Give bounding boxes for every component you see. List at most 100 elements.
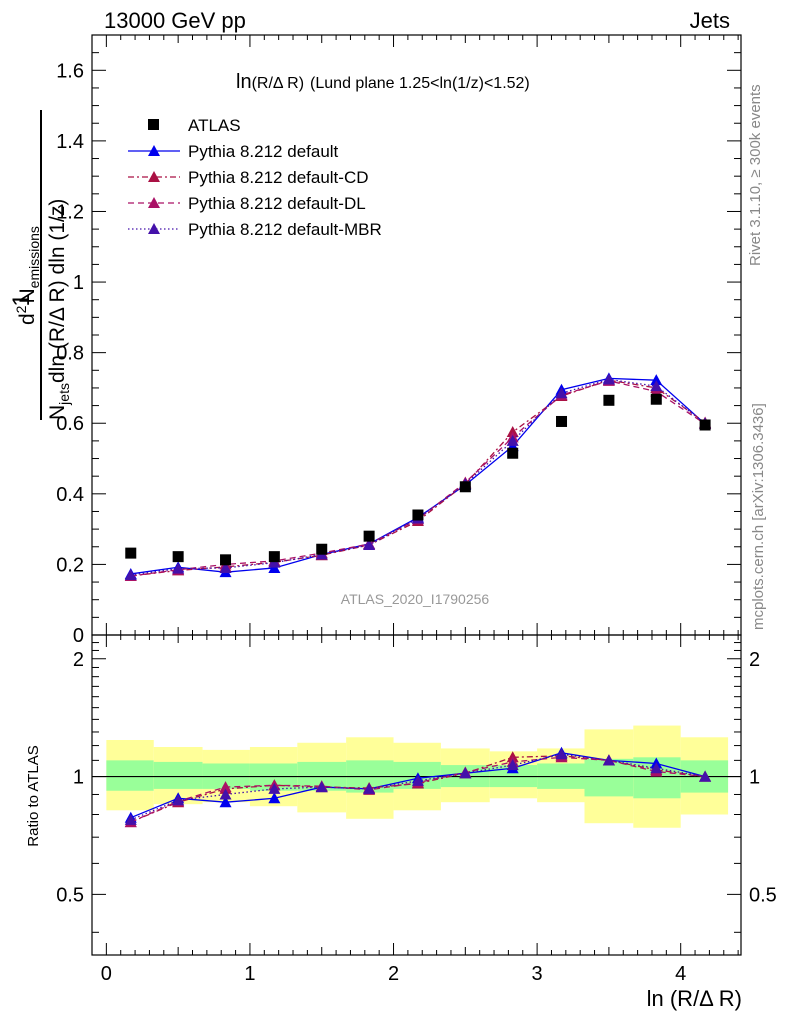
main-series-marker: [124, 569, 137, 580]
ratio-ylabel: Ratio to ATLAS: [25, 745, 42, 846]
ylabel-n: N: [16, 288, 39, 303]
main-panel: 0 0.2 0.4 0.6 0.8 1 1.2 1.4 1.6: [56, 34, 742, 955]
main-series-line: [130, 378, 706, 576]
y-tick-label: 1: [73, 272, 84, 294]
ylabel-numerator: d2 Nemissions: [13, 226, 42, 325]
legend-marker: [148, 119, 159, 130]
ylabel-one: 1: [8, 293, 35, 306]
legend-marker: [148, 223, 160, 234]
ratio-series-marker: [650, 762, 663, 774]
ylabel-emissions: emissions: [26, 226, 42, 288]
ratio-series-marker: [268, 782, 281, 794]
main-series-marker: [650, 380, 663, 392]
mcplots-label: mcplots.cern.ch [arXiv:1306.3436]: [750, 403, 767, 630]
atlas-data-point: [603, 394, 615, 406]
atlas-data-point: [412, 509, 424, 521]
legend-marker: [148, 145, 160, 156]
legend-marker: [148, 197, 160, 208]
legend: ATLAS Pythia 8.212 default Pythia 8.212 de…: [128, 116, 382, 239]
main-ylabel: 1 d2 Nemissions Njetsdln (R/Δ R) dln (1/z…: [8, 110, 72, 420]
ylabel-d: d: [16, 313, 39, 325]
y-tick-label: 0.2: [56, 554, 84, 576]
y-tick-label: 0.4: [56, 484, 84, 506]
y-tick-label: 1.6: [56, 60, 84, 82]
ratio-y-tick-label-right: 2: [749, 649, 760, 671]
legend-entry-label: Pythia 8.212 default-CD: [188, 168, 369, 187]
main-series-marker: [602, 373, 615, 385]
x-tick-label: 1: [244, 963, 255, 985]
ratio-y-tick-label: 1: [73, 767, 84, 789]
main-series-marker: [219, 561, 232, 573]
analysis-watermark: ATLAS_2020_I1790256: [341, 591, 490, 607]
ratio-series-marker: [699, 770, 712, 782]
legend-entry-label: ATLAS: [188, 116, 241, 135]
main-series-marker: [506, 434, 519, 446]
ratio-y-tick-label: 0.5: [56, 884, 84, 906]
ratio-xlabel: ln (R/Δ R): [647, 986, 742, 1011]
main-series-marker: [363, 539, 376, 550]
ratio-series-marker: [602, 754, 615, 766]
legend-entry-label: Pythia 8.212 default-MBR: [188, 220, 382, 239]
atlas-data-point: [556, 415, 568, 427]
ylabel-den-n: N: [46, 405, 69, 420]
ratio-series-marker: [172, 794, 185, 806]
ratio-series-marker: [219, 796, 232, 808]
x-tick-label: 3: [532, 963, 543, 985]
ratio-series-marker: [219, 788, 232, 800]
ratio-y-tick-label-right: 1: [749, 767, 760, 789]
legend-marker: [148, 171, 160, 182]
ratio-series-marker: [411, 774, 424, 786]
ylabel-den-rest: dln (R/Δ R) dln (1/z): [46, 199, 69, 383]
legend-entry-label: Pythia 8.212 default: [188, 142, 339, 161]
ylabel-jets: jets: [56, 383, 72, 406]
title-subscript: (R/Δ R): [252, 75, 304, 92]
atlas-data-point: [507, 447, 519, 459]
title-ln: ln: [236, 71, 252, 93]
ratio-panel: 0 1 2 3 4 0.5 0.5 1 1 2 2: [56, 634, 777, 985]
main-series-line: [130, 379, 706, 577]
ratio-series-marker: [363, 782, 376, 794]
main-series-line: [130, 377, 706, 575]
y-tick-label: 1.4: [56, 131, 84, 153]
legend-entry-label: Pythia 8.212 default-DL: [188, 194, 366, 213]
ylabel-sup: 2: [13, 305, 29, 313]
ratio-y-tick-label-right: 0.5: [749, 884, 777, 906]
atlas-data-point: [699, 419, 711, 431]
x-tick-label: 0: [101, 963, 112, 985]
y-tick-label: 1.2: [56, 201, 84, 223]
atlas-data-point: [268, 551, 280, 563]
ylabel-denominator: Njetsdln (R/Δ R) dln (1/z): [46, 199, 72, 420]
ratio-series-marker: [219, 781, 232, 793]
atlas-data-point: [172, 551, 184, 563]
atlas-data-point: [316, 543, 328, 555]
ratio-series-marker: [506, 759, 519, 771]
rivet-version-label: Rivet 3.1.10, ≥ 300k events: [747, 84, 764, 266]
ratio-y-tick-label: 2: [73, 649, 84, 671]
green-band-bin: [153, 761, 203, 789]
ratio-series-marker: [315, 781, 328, 793]
ratio-frame: [91, 634, 742, 956]
main-series-line: [130, 380, 706, 577]
atlas-data-point: [650, 393, 662, 405]
x-tick-label: 2: [388, 963, 399, 985]
y-tick-label: 0.6: [56, 413, 84, 435]
atlas-data-point: [459, 481, 471, 493]
main-series-marker: [650, 374, 663, 386]
x-tick-label: 4: [675, 963, 686, 985]
header-energy-label: 13000 GeV pp: [104, 8, 246, 33]
ratio-series-marker: [459, 767, 472, 779]
title-rest: (Lund plane 1.25<ln(1/z)<1.52): [310, 75, 530, 92]
ratio-series-marker: [268, 792, 281, 804]
ratio-series-marker: [124, 813, 137, 825]
y-tick-label: 0: [73, 625, 84, 647]
main-series-marker: [555, 387, 568, 399]
atlas-data-point: [363, 530, 375, 542]
green-band-bin: [106, 760, 154, 791]
ratio-series-marker: [555, 748, 568, 760]
atlas-data-point: [125, 547, 137, 559]
main-series-marker: [172, 562, 185, 574]
y-tick-label: 0.8: [56, 343, 84, 365]
atlas-data-point: [220, 554, 232, 566]
plot-title: ln(R/Δ R) (Lund plane 1.25<ln(1/z)<1.52): [236, 71, 530, 93]
